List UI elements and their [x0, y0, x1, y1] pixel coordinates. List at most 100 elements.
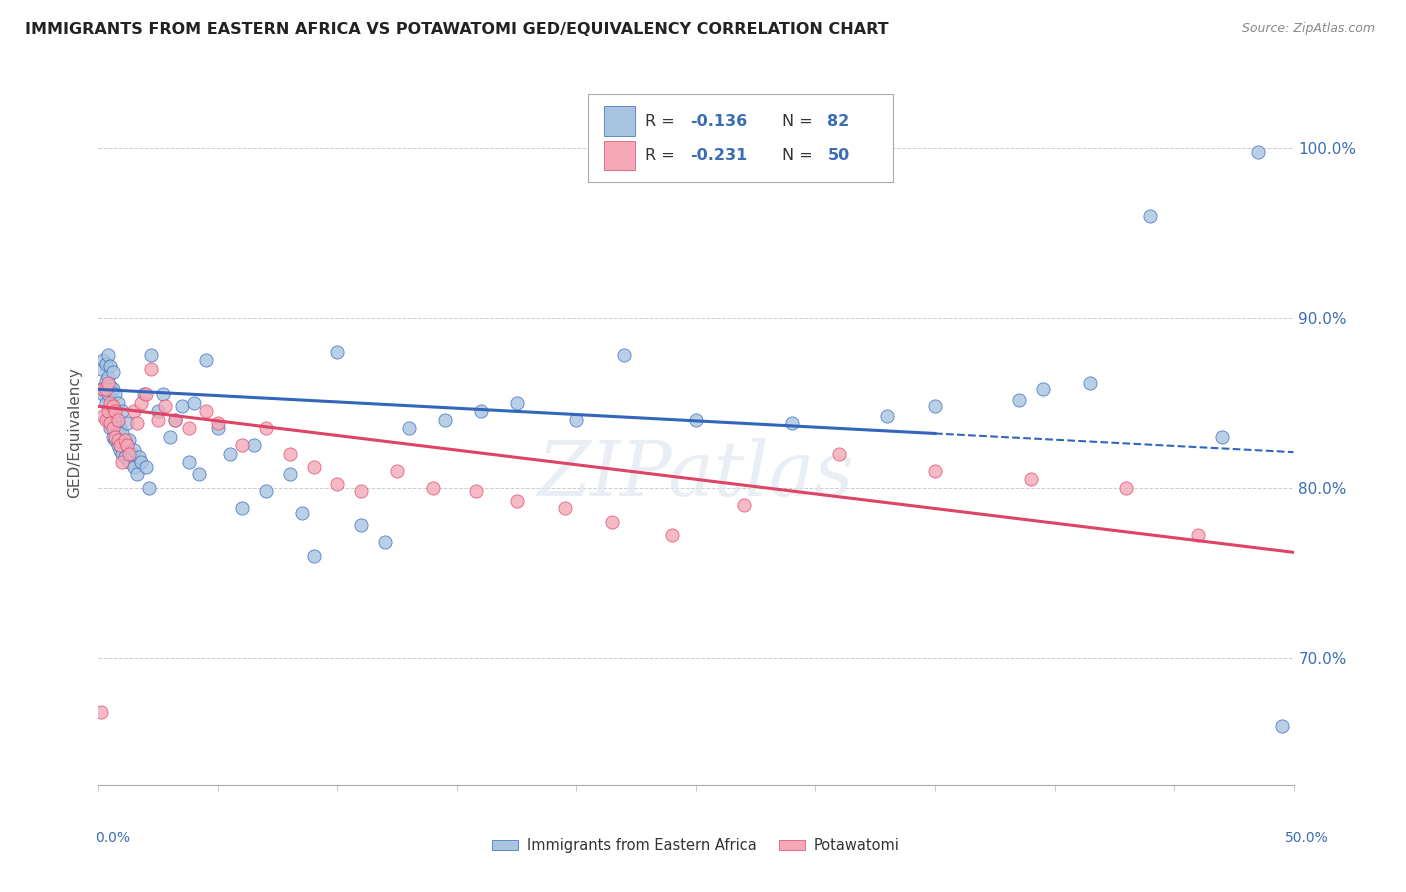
Point — [195, 353, 218, 368]
Y-axis label: GED/Equivalency: GED/Equivalency — [67, 368, 83, 498]
Text: -0.231: -0.231 — [690, 148, 747, 163]
Point — [124, 460, 146, 475]
Point — [183, 396, 205, 410]
Point — [661, 528, 683, 542]
Text: 0.0%: 0.0% — [96, 831, 131, 846]
Point — [506, 494, 529, 508]
Point — [97, 387, 120, 401]
Point — [104, 404, 127, 418]
Point — [685, 413, 707, 427]
Point — [114, 434, 136, 448]
Point — [131, 455, 153, 469]
Point — [135, 387, 157, 401]
Point — [124, 443, 146, 458]
Point — [94, 357, 117, 371]
Point — [98, 396, 122, 410]
Point — [98, 359, 122, 373]
Point — [148, 404, 170, 418]
Point — [1187, 528, 1209, 542]
Point — [302, 460, 325, 475]
Point — [107, 413, 129, 427]
Point — [278, 447, 301, 461]
Point — [104, 387, 127, 401]
Point — [422, 481, 444, 495]
Point — [111, 447, 134, 461]
Point — [398, 421, 420, 435]
Point — [565, 413, 588, 427]
Point — [326, 477, 349, 491]
Point — [326, 345, 349, 359]
Point — [350, 484, 373, 499]
Point — [108, 421, 131, 435]
Point — [152, 387, 174, 401]
Point — [465, 484, 488, 499]
Point — [613, 348, 636, 362]
Point — [91, 409, 114, 424]
Point — [1080, 376, 1102, 390]
Point — [94, 413, 117, 427]
Point — [135, 460, 157, 475]
Point — [278, 467, 301, 482]
Point — [108, 438, 131, 452]
Point — [115, 417, 138, 431]
Point — [195, 404, 218, 418]
Point — [124, 404, 146, 418]
Point — [385, 464, 409, 478]
Point — [1247, 145, 1270, 159]
Point — [172, 399, 194, 413]
Point — [90, 705, 112, 719]
Point — [118, 455, 141, 469]
Text: R =: R = — [644, 113, 679, 128]
Point — [187, 467, 209, 482]
Point — [231, 501, 253, 516]
Point — [97, 376, 120, 390]
Point — [179, 421, 201, 435]
Text: -0.136: -0.136 — [690, 113, 747, 128]
FancyBboxPatch shape — [605, 141, 636, 170]
Point — [924, 399, 946, 413]
Point — [101, 399, 124, 413]
Point — [350, 518, 373, 533]
Point — [97, 404, 120, 418]
Point — [132, 387, 155, 401]
Point — [1008, 392, 1031, 407]
Point — [207, 417, 229, 431]
Point — [207, 421, 229, 435]
Point — [155, 399, 177, 413]
Point — [107, 396, 129, 410]
Point — [94, 396, 117, 410]
Point — [107, 417, 129, 431]
Point — [163, 413, 186, 427]
Point — [101, 365, 124, 379]
Point — [139, 362, 162, 376]
Point — [91, 387, 114, 401]
Point — [733, 498, 755, 512]
Point — [159, 430, 181, 444]
Point — [291, 506, 314, 520]
Point — [554, 501, 576, 516]
Point — [91, 353, 114, 368]
Text: Source: ZipAtlas.com: Source: ZipAtlas.com — [1241, 22, 1375, 36]
Point — [101, 430, 124, 444]
Point — [118, 447, 141, 461]
Point — [114, 450, 136, 465]
Point — [107, 438, 129, 452]
Point — [302, 549, 325, 563]
Point — [139, 348, 162, 362]
Point — [128, 450, 150, 465]
Text: IMMIGRANTS FROM EASTERN AFRICA VS POTAWATOMI GED/EQUIVALENCY CORRELATION CHART: IMMIGRANTS FROM EASTERN AFRICA VS POTAWA… — [25, 22, 889, 37]
Point — [101, 421, 124, 435]
Text: R =: R = — [644, 148, 679, 163]
Text: N =: N = — [782, 148, 818, 163]
Point — [111, 426, 134, 441]
Point — [97, 348, 120, 362]
Point — [148, 413, 170, 427]
Legend: Immigrants from Eastern Africa, Potawatomi: Immigrants from Eastern Africa, Potawato… — [486, 832, 905, 859]
Point — [107, 434, 129, 448]
Point — [97, 413, 120, 427]
Point — [470, 404, 492, 418]
Point — [1032, 382, 1054, 396]
Point — [121, 447, 143, 461]
Point — [179, 455, 201, 469]
Point — [104, 434, 127, 448]
